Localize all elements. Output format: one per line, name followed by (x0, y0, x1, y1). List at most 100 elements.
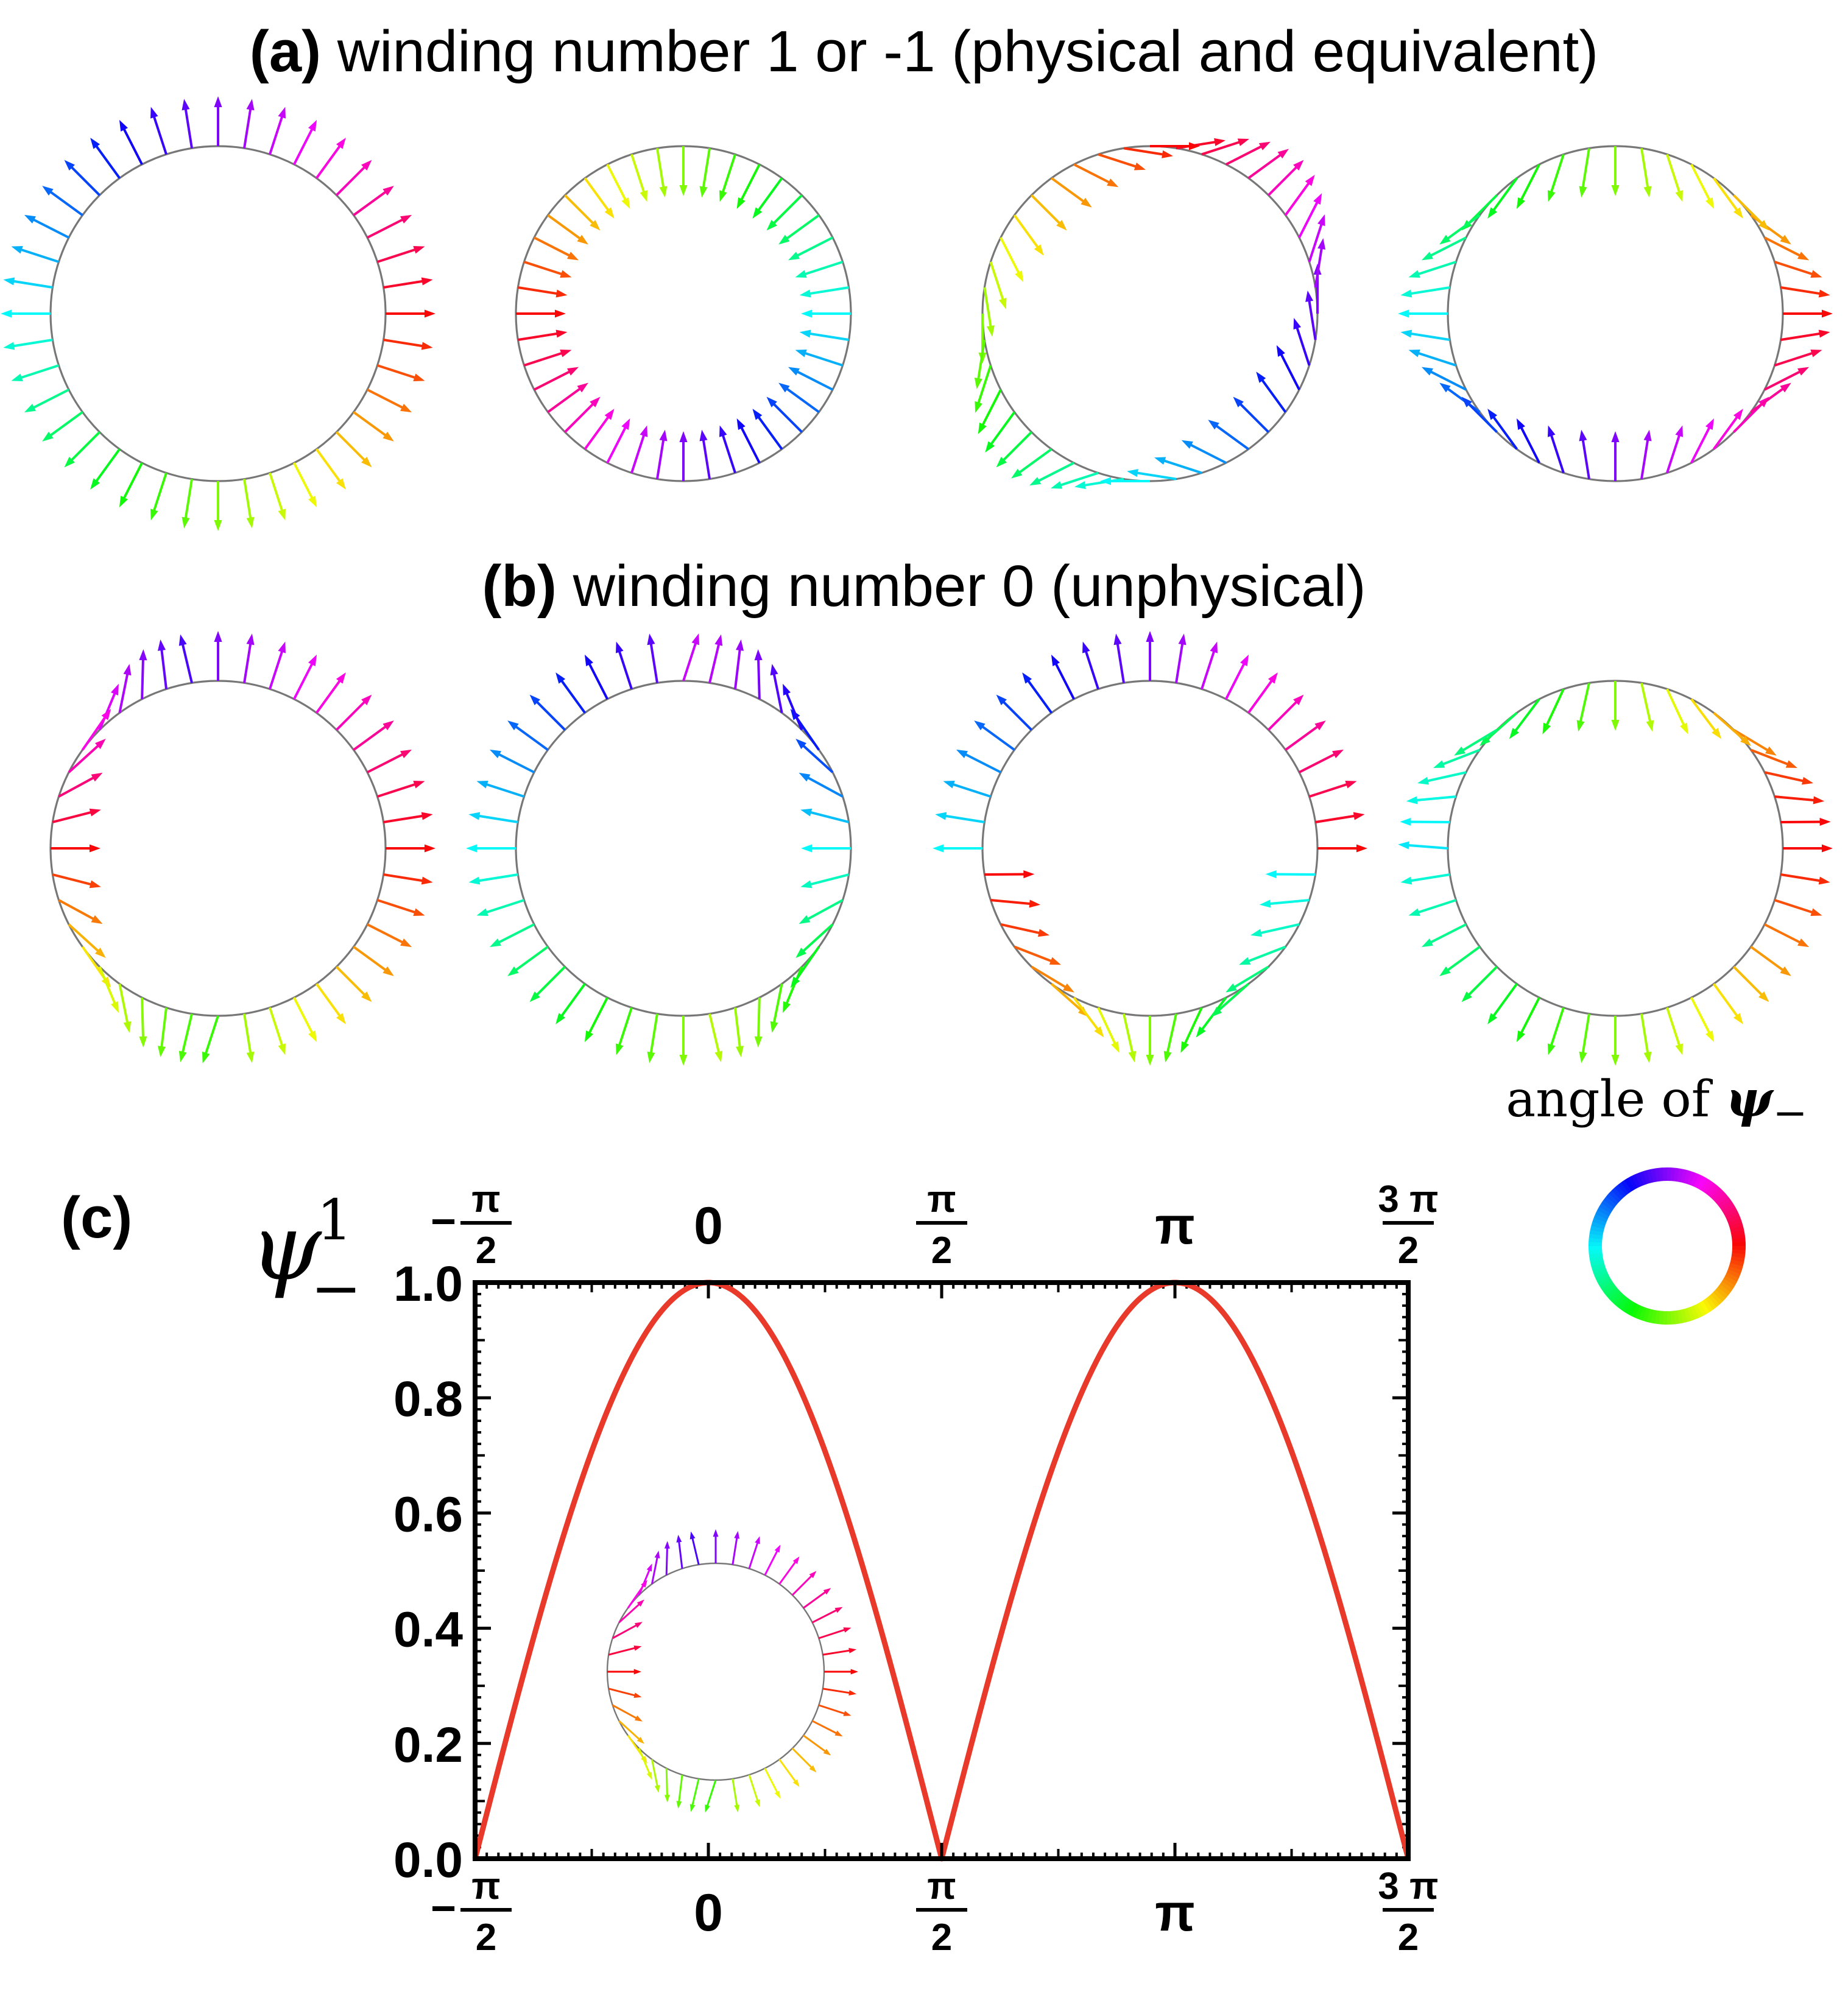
x-tick-label: π2 (916, 1865, 967, 1959)
arrow (656, 148, 668, 198)
arrow (1780, 873, 1830, 885)
arrow (376, 781, 425, 798)
arrow (584, 409, 615, 450)
arrow (956, 749, 1001, 773)
arrow (770, 664, 783, 713)
arrow (1211, 982, 1249, 1017)
arrow (11, 246, 60, 263)
arrow (182, 479, 193, 529)
arrow (202, 1015, 219, 1063)
arrow (1611, 431, 1620, 481)
arrow (705, 1780, 717, 1813)
arrow (383, 812, 433, 823)
arrow (1226, 965, 1269, 993)
arrow (752, 177, 783, 219)
arrow (1516, 164, 1540, 209)
arrow (1666, 688, 1688, 734)
arrow (1713, 409, 1743, 450)
arrow (1400, 286, 1450, 298)
arrow (476, 781, 525, 798)
arrow (1750, 946, 1791, 976)
arrow (754, 997, 763, 1047)
arrow (468, 812, 518, 823)
arrow (489, 749, 535, 773)
arrow (800, 808, 850, 823)
arrow (58, 899, 103, 924)
arrow (150, 107, 168, 155)
arrow (713, 1529, 719, 1563)
arrow (119, 119, 143, 165)
arrow (764, 1767, 781, 1799)
arrow (736, 164, 761, 209)
arrow (547, 382, 588, 414)
panel-c-label: (c) (61, 1185, 133, 1250)
arrow (1315, 812, 1365, 823)
arrow (1029, 462, 1075, 486)
arrow (178, 634, 193, 683)
arrow (679, 431, 688, 481)
arrow (269, 641, 286, 690)
arrow (616, 1007, 633, 1055)
arrow (1225, 654, 1249, 700)
arrow (24, 389, 69, 413)
arrow (466, 844, 516, 853)
arrow (618, 1599, 644, 1624)
arrow (353, 411, 394, 442)
panel-a-circles (1, 96, 1833, 531)
arrow (118, 664, 132, 713)
arrow (818, 1627, 852, 1639)
arrow (1417, 771, 1467, 785)
arrow (367, 749, 412, 773)
arrow (1051, 177, 1092, 208)
arrow (1154, 457, 1202, 474)
arrow (367, 214, 412, 239)
arrow (766, 396, 803, 433)
arrow (157, 639, 168, 689)
series-line (472, 1280, 1411, 1862)
arrow (51, 844, 101, 853)
arrow (1611, 1016, 1620, 1066)
arrow (733, 639, 744, 689)
arrow (630, 425, 648, 474)
arrow (799, 329, 849, 341)
circle-field-a-2 (515, 145, 852, 482)
arrow (1576, 682, 1590, 732)
arrow (1150, 142, 1200, 150)
arrow (182, 99, 193, 149)
arrow (795, 739, 834, 773)
arrow (518, 329, 568, 341)
svg-text:π: π (927, 1178, 956, 1220)
arrow (468, 873, 518, 885)
svg-text:2: 2 (476, 1917, 496, 1959)
arrow (1011, 448, 1053, 479)
arrow (783, 683, 803, 731)
inset-circle-field (606, 1529, 858, 1813)
svg-text:3 π: 3 π (1378, 1865, 1438, 1907)
arrow (243, 633, 255, 683)
arrow (754, 649, 763, 700)
arrow (990, 898, 1041, 908)
arrow (64, 160, 101, 196)
arrow (1733, 966, 1769, 1002)
arrow (523, 349, 572, 367)
arrow (1123, 1013, 1137, 1063)
svg-text:0: 0 (694, 1197, 723, 1255)
arrow (664, 1768, 670, 1803)
svg-text:3 π: 3 π (1378, 1178, 1438, 1220)
arrow (732, 1530, 740, 1565)
arrow (1690, 997, 1715, 1043)
arrow (52, 808, 101, 823)
arrow (1233, 396, 1269, 433)
arrow (42, 186, 83, 216)
arrow (608, 1688, 642, 1699)
arrow (118, 984, 132, 1033)
arrow (1298, 193, 1322, 239)
arrow (606, 418, 630, 463)
circle-outline (1447, 145, 1784, 482)
arrow (1439, 946, 1481, 976)
svg-text:2: 2 (1398, 1230, 1419, 1272)
arrow (1201, 641, 1218, 690)
legend-label: angle of ψ− (1462, 1069, 1848, 1144)
arrow (1509, 698, 1540, 739)
svg-text:π: π (471, 1178, 500, 1220)
